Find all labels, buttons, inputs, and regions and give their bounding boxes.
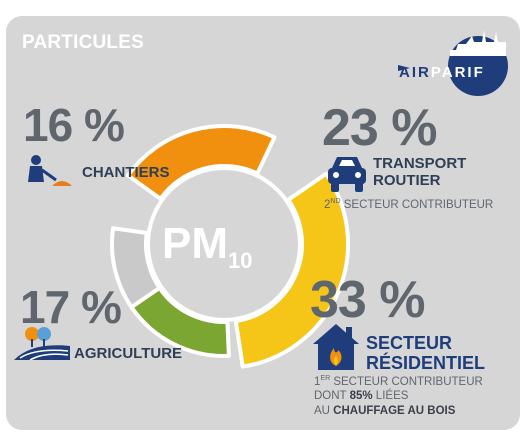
house-fire-icon: [313, 324, 359, 370]
transport-label: TRANSPORT ROUTIER: [373, 155, 467, 189]
worker-digging-icon: [28, 155, 72, 186]
infographic-card: PARTICULES AIRPARIF PM10 16 % CHANTIERS …: [6, 16, 520, 430]
agriculture-percent: 17 %: [20, 281, 122, 333]
donut-segment-agriculture: [129, 285, 231, 358]
agriculture-label: AGRICULTURE: [74, 345, 183, 362]
logo-part-parif: PARIF: [430, 64, 485, 81]
center-label-subscript: 10: [228, 248, 253, 273]
chantiers-label: CHANTIERS: [82, 164, 170, 181]
center-label-pm: PM10: [162, 219, 253, 273]
car-icon: [328, 157, 366, 192]
residentiel-label: SECTEUR RÉSIDENTIEL: [366, 333, 486, 373]
logo-wordmark: AIRPARIF: [399, 64, 485, 81]
chantiers-percent: 16 %: [23, 99, 125, 151]
transport-percent: 23 %: [322, 99, 438, 157]
residentiel-percent: 33 %: [310, 271, 426, 329]
transport-note: 2ND SECTEUR CONTRIBUTEUR: [324, 198, 494, 211]
donut-chart: [110, 124, 350, 369]
page-title: PARTICULES: [22, 32, 144, 53]
donut-center: [146, 166, 302, 322]
logo-part-air: AIR: [399, 64, 431, 81]
field-trees-icon: [14, 327, 70, 360]
residentiel-note: 1ER SECTEUR CONTRIBUTEUR DONT 85% LIÉES …: [314, 375, 483, 417]
